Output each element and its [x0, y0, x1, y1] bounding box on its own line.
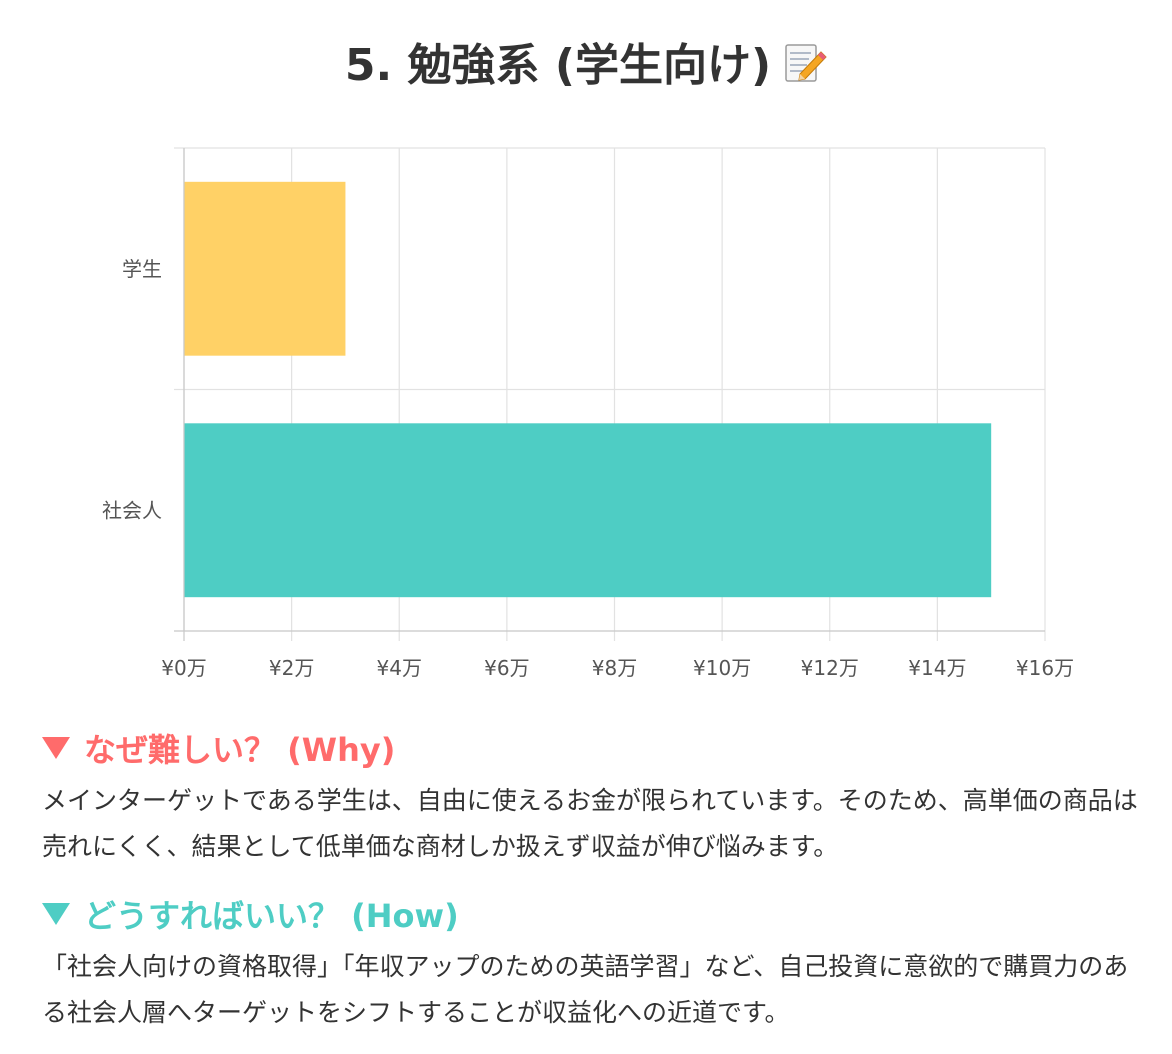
x-tick-label: ¥6万 [484, 656, 529, 680]
x-tick-label: ¥16万 [1016, 656, 1074, 680]
x-tick-label: ¥2万 [269, 656, 314, 680]
x-tick-label: ¥0万 [161, 656, 206, 680]
bar-student [184, 181, 346, 356]
how-section: どうすればいい？ (How) 「社会人向けの資格取得」「年収アップのための英語学… [42, 892, 1142, 1036]
y-category-label: 社会人 [102, 498, 162, 522]
why-heading: なぜ難しい？ (Why) [42, 726, 1142, 774]
how-heading-text: どうすればいい？ (How) [84, 897, 459, 935]
x-tick-label: ¥12万 [801, 656, 859, 680]
why-heading-text: なぜ難しい？ (Why) [84, 731, 396, 769]
page-title: 5. 勉強系 (学生向け) [0, 30, 1172, 102]
x-tick-label: ¥4万 [377, 656, 422, 680]
how-text: 「社会人向けの資格取得」「年収アップのための英語学習」など、自己投資に意欲的で購… [42, 952, 1129, 1027]
y-category-label: 学生 [122, 257, 162, 281]
bar-adult [184, 423, 992, 598]
chart-bars [184, 181, 992, 598]
triangle-down-icon [42, 737, 70, 759]
page-title-text: 5. 勉強系 (学生向け) [344, 40, 772, 91]
why-section: なぜ難しい？ (Why) メインターゲットである学生は、自由に使えるお金が限られ… [42, 726, 1142, 870]
x-tick-label: ¥14万 [908, 656, 966, 680]
x-tick-label: ¥8万 [592, 656, 637, 680]
memo-pencil-icon [785, 44, 827, 82]
x-tick-label: ¥10万 [693, 656, 751, 680]
how-heading: どうすればいい？ (How) [42, 892, 1142, 940]
triangle-down-icon [42, 903, 70, 925]
why-text: メインターゲットである学生は、自由に使えるお金が限られています。そのため、高単価… [42, 786, 1138, 861]
